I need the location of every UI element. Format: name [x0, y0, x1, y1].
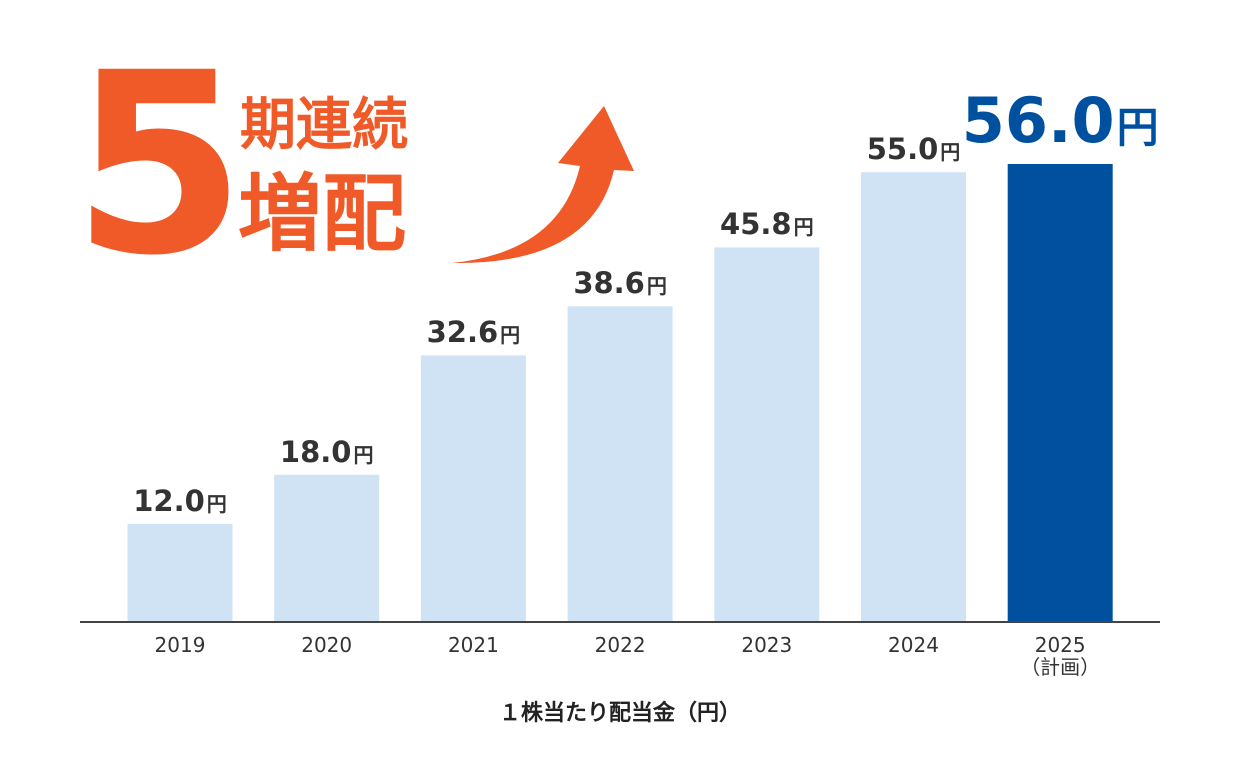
value-label: 38.6 円	[573, 269, 667, 298]
value-number: 56.0	[961, 84, 1115, 157]
x-tick-label: 2024	[888, 634, 939, 656]
x-tick-year: 2020	[301, 633, 353, 657]
value-label: 56.0円	[962, 90, 1159, 152]
bar-2019	[127, 523, 233, 622]
headline-line2: 増配	[238, 165, 407, 263]
x-tick-label: 2023	[741, 634, 792, 656]
bar-2022	[567, 306, 673, 622]
value-label: 12.0 円	[133, 483, 227, 518]
value-unit: 円	[940, 140, 961, 165]
x-tick-label: 2020	[301, 634, 352, 656]
value-number: 45.8	[720, 207, 792, 242]
bar-2024	[861, 172, 966, 622]
value-number: 38.6	[573, 266, 645, 301]
x-tick-label: 2022	[595, 634, 646, 656]
x-tick-label: 2019	[155, 634, 206, 656]
x-tick-note: （計画）	[1020, 655, 1101, 679]
x-tick-year: 2022	[594, 633, 646, 657]
value-unit: 円	[353, 442, 374, 467]
x-tick-year: 2021	[447, 633, 499, 657]
value-unit: 円	[793, 215, 814, 240]
x-tick-year: 2025	[1034, 633, 1086, 657]
x-tick-year: 2023	[741, 633, 793, 657]
value-unit: 円	[206, 491, 227, 516]
bar-2020	[274, 474, 380, 622]
headline-line1: 期連続	[240, 93, 408, 158]
value-number: 55.0	[866, 132, 939, 167]
value-number: 32.6	[426, 315, 499, 350]
value-unit: 円	[500, 323, 521, 348]
up-arrow-icon	[452, 106, 634, 264]
x-tick-year: 2019	[154, 633, 206, 657]
value-unit: 円	[1116, 103, 1159, 152]
bar-2021	[420, 355, 526, 622]
headline-number: 5	[72, 19, 246, 310]
bar-2025	[1007, 164, 1113, 622]
bar-2023	[714, 247, 820, 622]
value-label: 18.0 円	[279, 434, 374, 469]
value-label: 32.6 円	[427, 318, 521, 347]
value-label: 55.0 円	[867, 135, 961, 164]
value-number: 18.0	[279, 434, 352, 469]
value-number: 12.0	[133, 483, 205, 518]
x-axis-title: １株当たり配当金（円）	[498, 701, 742, 726]
x-tick-label: 2025 （計画）	[1020, 634, 1100, 678]
x-tick-label: 2021	[448, 634, 499, 656]
x-tick-year: 2024	[888, 633, 939, 657]
value-label: 45.8 円	[720, 210, 814, 239]
value-unit: 円	[646, 274, 667, 299]
